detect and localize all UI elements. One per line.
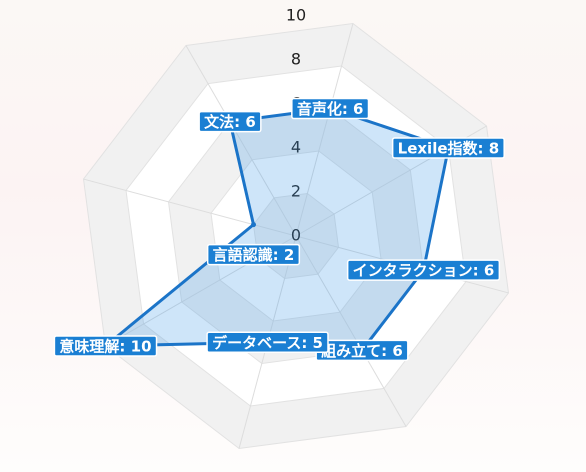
data-label: データベース: 5 [206, 331, 329, 353]
data-label-text: Lexile指数: 8 [398, 140, 500, 158]
data-label-text: 言語認識: 2 [213, 246, 295, 264]
data-label: インタラクション: 6 [346, 259, 501, 281]
data-label-text: 組み立て: 6 [321, 342, 403, 360]
grid-spoke [185, 45, 297, 237]
grid-spoke [295, 235, 407, 427]
data-label: 文法: 6 [198, 110, 262, 133]
data-label: 意味理解: 10 [53, 335, 158, 357]
data-label-text: データベース: 5 [212, 334, 323, 352]
radar-grid [82, 22, 510, 450]
data-label-box [206, 243, 301, 266]
data-label-text: 文法: 6 [204, 113, 256, 131]
data-label: 組み立て: 6 [315, 339, 409, 362]
grid-spoke [295, 23, 354, 237]
tick-label: 0 [291, 226, 301, 245]
data-label-box [391, 137, 505, 159]
data-label-text: 音声化: 6 [297, 100, 364, 118]
data-point [251, 222, 256, 228]
data-label-box [206, 331, 329, 353]
data-label-text: 意味理解: 10 [59, 338, 151, 356]
data-label-box [291, 97, 370, 120]
tick-label: 8 [291, 50, 301, 69]
grid-spoke [83, 178, 297, 237]
tick-label: 2 [291, 182, 301, 201]
data-label-box [198, 110, 262, 133]
tick-label: 4 [291, 138, 301, 157]
data-label-box [53, 335, 158, 357]
tick-label: 10 [286, 6, 306, 25]
data-label: 音声化: 6 [291, 97, 370, 120]
data-label: Lexile指数: 8 [391, 137, 505, 159]
data-label-box [346, 259, 501, 281]
data-label-text: インタラクション: 6 [353, 262, 495, 280]
data-label: 言語認識: 2 [206, 243, 301, 266]
